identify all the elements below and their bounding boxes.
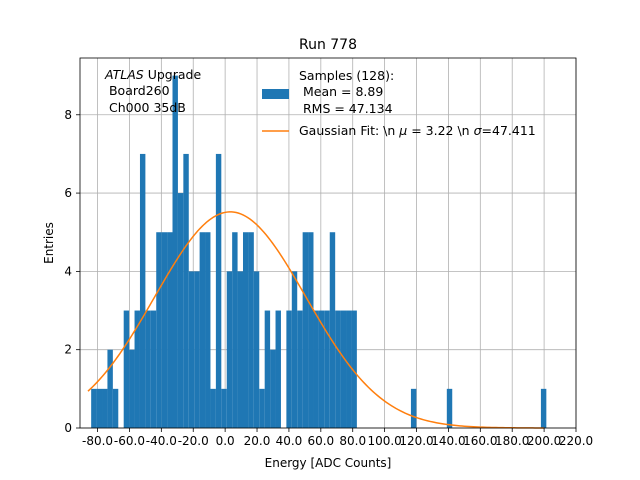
x-tick-label: -40.0	[146, 434, 177, 448]
histogram-bar	[123, 310, 130, 428]
histogram-bar	[237, 271, 243, 428]
atlas-italic: ATLAS	[104, 67, 144, 82]
histogram-bar	[183, 153, 189, 429]
chart-title: Run 778	[299, 37, 357, 53]
x-tick-label: 220.0	[559, 434, 593, 448]
x-tick-label: 100.0	[367, 434, 401, 448]
plot-frame	[79, 57, 577, 429]
histogram-bar	[270, 349, 276, 428]
histogram-bar	[242, 232, 249, 428]
atlas-label: ATLAS Upgrade	[104, 67, 201, 82]
histogram-bars	[91, 75, 547, 429]
histogram-bar	[346, 310, 352, 428]
histogram-bar	[112, 388, 119, 428]
legend-fit-sigma: σ	[474, 123, 483, 138]
x-tick-label: 0.0	[216, 434, 235, 448]
x-tick-label: 40.0	[276, 434, 303, 448]
histogram-bar	[324, 310, 330, 428]
histogram-bar	[297, 310, 303, 428]
histogram-bar	[199, 232, 206, 428]
histogram-bar	[302, 232, 309, 428]
y-tick-label: 8	[64, 108, 72, 122]
histogram-bar	[150, 310, 157, 428]
x-axis-ticks: -80.0 -60.0 -40.0 -20.0 0.0 20.0 40.0 60.0 80.0 1…	[82, 428, 593, 448]
legend-samples-swatch	[262, 89, 289, 99]
histogram-bar	[226, 271, 233, 428]
x-tick-label: 180.0	[495, 434, 529, 448]
histogram-bar	[167, 232, 173, 428]
histogram-bar	[91, 388, 97, 428]
channel-label: Ch000 35dB	[105, 100, 186, 115]
histogram-bar	[221, 388, 227, 428]
y-tick-label: 2	[64, 343, 72, 357]
legend-fit-sigma-value: =47.411	[482, 123, 536, 138]
x-tick-label: 160.0	[463, 434, 497, 448]
x-tick-label: -60.0	[114, 434, 145, 448]
histogram-bar	[107, 349, 113, 428]
histogram-bar	[139, 153, 146, 429]
histogram-bar	[410, 388, 417, 428]
histogram-bar	[264, 310, 271, 428]
legend-fit-mu: μ	[398, 123, 407, 138]
histogram-bar	[161, 232, 168, 428]
histogram-bar	[335, 310, 341, 428]
y-axis-label: Entries	[42, 222, 56, 264]
histogram-bar	[329, 232, 336, 428]
legend-mean: Mean = 8.89	[299, 84, 383, 99]
histogram-bar	[232, 232, 238, 428]
histogram-bar	[308, 232, 314, 428]
legend-fit-mu-value: = 3.22 \n	[407, 123, 473, 138]
histogram-bar	[194, 271, 200, 428]
histogram-bar	[156, 232, 162, 428]
histogram-bar	[215, 153, 222, 429]
x-tick-label: 20.0	[244, 434, 271, 448]
histogram-bar	[313, 310, 319, 428]
x-tick-label: -80.0	[82, 434, 113, 448]
histogram-bar	[286, 310, 292, 428]
histogram-bar	[188, 271, 195, 428]
x-tick-label: 120.0	[399, 434, 433, 448]
histogram-bar	[210, 388, 216, 428]
x-tick-label: -20.0	[178, 434, 209, 448]
gaussian-fit-curve	[87, 211, 545, 429]
histogram-bar	[253, 271, 260, 428]
board-label: Board260	[105, 83, 170, 98]
x-tick-label: 200.0	[527, 434, 561, 448]
histogram-bar	[205, 232, 211, 428]
histogram-bar	[172, 75, 178, 428]
y-axis-ticks: 0 2 4 6 8	[64, 108, 80, 435]
histogram-bar	[134, 310, 140, 428]
histogram-bar	[259, 388, 265, 428]
histogram-bar	[275, 310, 281, 428]
histogram-bar	[351, 310, 357, 428]
histogram-bar	[177, 193, 184, 428]
histogram-bar	[102, 388, 108, 428]
y-tick-label: 0	[64, 421, 72, 435]
histogram-bar	[540, 388, 547, 428]
histogram-bar	[446, 388, 453, 428]
histogram-bar	[248, 232, 254, 428]
histogram-bar	[291, 271, 298, 428]
histogram-bar	[96, 388, 103, 428]
x-tick-label: 60.0	[307, 434, 334, 448]
legend-fit-prefix: Gaussian Fit: \n	[299, 123, 399, 138]
x-tick-label: 80.0	[339, 434, 366, 448]
atlas-upgrade: Upgrade	[144, 67, 202, 82]
y-tick-label: 6	[64, 186, 72, 200]
histogram-bar	[145, 310, 151, 428]
histogram-bar	[340, 310, 347, 428]
y-tick-label: 4	[64, 264, 72, 278]
histogram-bar	[129, 349, 135, 428]
x-axis-label: Energy [ADC Counts]	[265, 456, 392, 470]
legend-fit-label: Gaussian Fit: \n μ = 3.22 \n σ=47.411	[299, 123, 536, 138]
legend-rms: RMS = 47.134	[299, 101, 393, 116]
legend-samples-title: Samples (128):	[299, 68, 394, 83]
histogram-bar	[318, 310, 325, 428]
x-tick-label: 140.0	[431, 434, 465, 448]
